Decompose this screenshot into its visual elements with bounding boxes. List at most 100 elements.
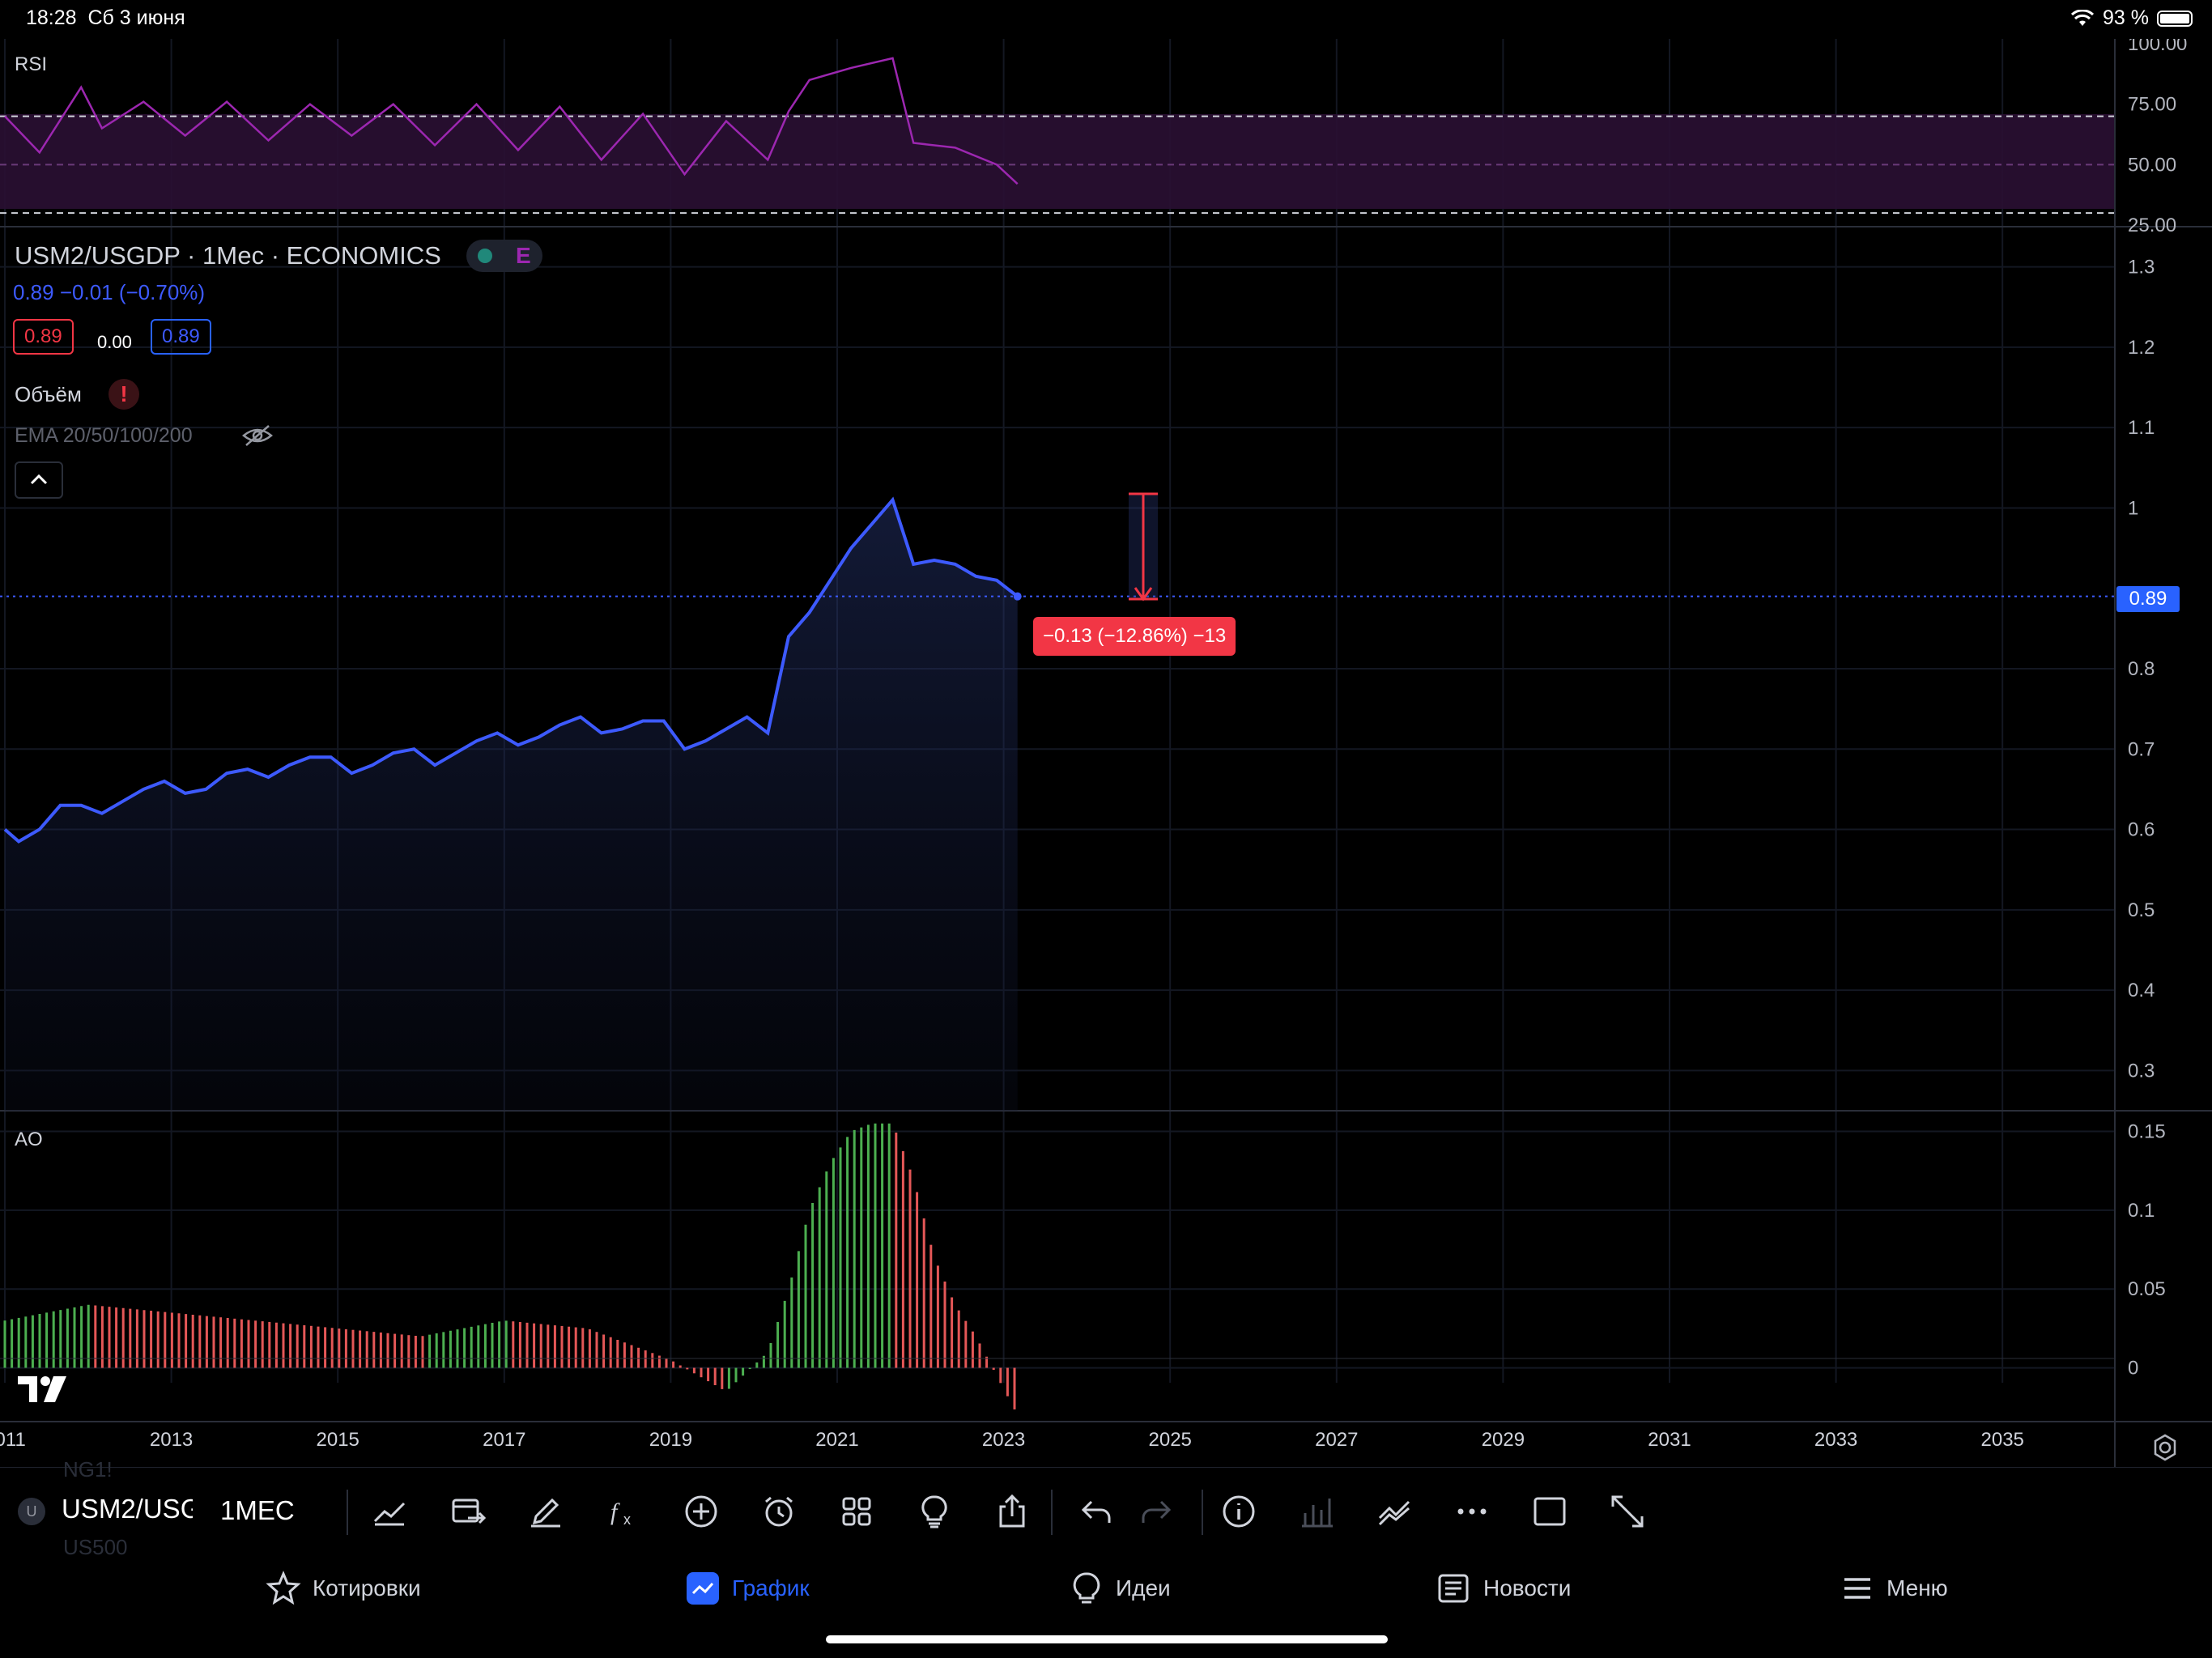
info-icon[interactable] xyxy=(1221,1494,1257,1529)
time-axis-tick: 2013 xyxy=(150,1429,193,1451)
ideas-bulb-icon[interactable] xyxy=(917,1494,952,1529)
chevron-up-icon xyxy=(30,474,48,485)
volume-warning-icon[interactable]: ! xyxy=(108,379,139,410)
time-axis-tick: 2019 xyxy=(649,1429,692,1451)
time-axis-tick: 2025 xyxy=(1149,1429,1192,1451)
buy-price-box[interactable]: 0.89 xyxy=(151,319,211,355)
toolbar-divider xyxy=(347,1490,348,1535)
fullscreen-square-icon[interactable] xyxy=(1532,1494,1568,1529)
time-axis-tick: 2023 xyxy=(982,1429,1025,1451)
ao-axis-tick: 0 xyxy=(2128,1358,2138,1380)
time-axis-tick: 2027 xyxy=(1315,1429,1358,1451)
tab-menu[interactable]: Меню xyxy=(1840,1571,1948,1606)
price-axis-tick: 1.3 xyxy=(2128,257,2155,278)
battery-percent: 93 % xyxy=(2103,6,2149,29)
last-price-dot xyxy=(1013,592,1022,601)
tab-quotes[interactable]: Котировки xyxy=(266,1571,421,1606)
toolbar-divider xyxy=(1202,1490,1203,1535)
ao-histogram xyxy=(3,1123,1016,1409)
undo-icon[interactable] xyxy=(1078,1494,1114,1529)
rsi-axis-tick: 50.00 xyxy=(2128,154,2176,176)
time-axis-tick: 2035 xyxy=(1981,1429,2024,1451)
ao-label[interactable]: AO xyxy=(15,1129,43,1150)
measure-arrow-head-icon xyxy=(1134,587,1153,602)
measure-tool[interactable] xyxy=(1129,492,1158,602)
price-axis-tick: 0.8 xyxy=(2128,658,2155,680)
symbol-avatar-icon[interactable]: U xyxy=(18,1498,45,1525)
ema-label[interactable]: EMA 20/50/100/200 xyxy=(15,424,193,447)
rsi-line xyxy=(4,57,1019,185)
time-axis-tick: 2017 xyxy=(483,1429,525,1451)
chart-icon xyxy=(687,1572,719,1605)
price-axis-tick: 0.6 xyxy=(2128,819,2155,841)
economic-badge: E xyxy=(515,243,531,268)
tab-menu-label: Меню xyxy=(1887,1575,1948,1601)
redo-icon[interactable] xyxy=(1138,1494,1174,1529)
more-icon[interactable] xyxy=(1454,1494,1490,1529)
tradingview-logo-icon[interactable] xyxy=(18,1375,70,1404)
time-axis-tick: 2033 xyxy=(1814,1429,1857,1451)
news-icon xyxy=(1438,1574,1469,1603)
market-open-dot-icon xyxy=(478,249,493,263)
svg-text:x: x xyxy=(623,1511,631,1528)
star-icon xyxy=(266,1571,301,1605)
price-axis-tick: 1.2 xyxy=(2128,337,2155,359)
volume-label[interactable]: Объём xyxy=(15,382,82,406)
home-indicator xyxy=(826,1635,1388,1643)
sell-price-box[interactable]: 0.89 xyxy=(13,319,74,355)
compare-date-icon[interactable] xyxy=(450,1494,486,1529)
time-axis-tick: 2021 xyxy=(815,1429,858,1451)
rsi-axis-tick: 75.00 xyxy=(2128,94,2176,116)
tab-chart[interactable]: График xyxy=(685,1571,810,1606)
trend-icon[interactable] xyxy=(1376,1494,1412,1529)
symbol-search-button[interactable]: USM2/USGDP xyxy=(62,1494,193,1524)
spread-value: 0.00 xyxy=(97,332,132,352)
time-axis-tick: 2011 xyxy=(0,1429,26,1451)
bottom-toolbar xyxy=(0,1467,2212,1554)
main-area-fill xyxy=(5,500,1018,1111)
status-bar: 18:28 Сб 3 июня 93 % xyxy=(0,0,2212,39)
market-status-pill[interactable]: E xyxy=(466,240,542,272)
time-axis-tick: 2029 xyxy=(1482,1429,1525,1451)
ao-axis-tick: 0.05 xyxy=(2128,1278,2166,1300)
drawing-pen-icon[interactable] xyxy=(528,1494,564,1529)
tab-news[interactable]: Новости xyxy=(1436,1571,1571,1606)
ghost-symbol-below: US500 xyxy=(63,1535,128,1559)
status-time-date: 18:28 Сб 3 июня xyxy=(26,6,185,29)
price-change: 0.89 −0.01 (−0.70%) xyxy=(13,280,206,304)
last-price-tag: 0.89 xyxy=(2116,586,2180,612)
gear-icon[interactable] xyxy=(2150,1433,2180,1462)
interval-button[interactable]: 1МЕС xyxy=(220,1495,295,1525)
layout-grid-icon[interactable] xyxy=(839,1494,874,1529)
battery-icon xyxy=(2157,10,2193,27)
time-axis-tick: 2031 xyxy=(1648,1429,1691,1451)
rsi-axis-tick: 25.00 xyxy=(2128,215,2176,236)
chart-area[interactable]: 1.3 1.2 1.1 1 0.8 0.7 0.6 0.5 0.4 0.3 100.00 75.00 5… xyxy=(0,39,2212,1467)
price-axis-tick: 1 xyxy=(2128,497,2138,519)
bulb-icon xyxy=(1073,1572,1100,1604)
time-axis-tick: 2015 xyxy=(317,1429,359,1451)
share-icon[interactable] xyxy=(994,1494,1030,1529)
price-axis-tick: 1.1 xyxy=(2128,417,2155,439)
chart-type-icon[interactable] xyxy=(372,1494,407,1529)
alert-clock-icon[interactable] xyxy=(761,1494,797,1529)
tab-ideas[interactable]: Идеи xyxy=(1069,1571,1171,1606)
status-right: 93 % xyxy=(2070,6,2193,30)
menu-icon xyxy=(1844,1578,1870,1599)
price-axis-tick: 0.7 xyxy=(2128,738,2155,760)
rsi-label[interactable]: RSI xyxy=(15,53,48,75)
symbol-title[interactable]: USM2/USGDP · 1Мес · ECONOMICS xyxy=(15,241,441,270)
tab-news-label: Новости xyxy=(1483,1575,1572,1601)
tab-quotes-label: Котировки xyxy=(313,1575,421,1601)
collapse-legend-button[interactable] xyxy=(15,461,63,499)
add-icon[interactable] xyxy=(683,1494,719,1529)
ao-axis-tick: 0.1 xyxy=(2128,1200,2155,1222)
bars-icon[interactable] xyxy=(1299,1494,1334,1529)
main-price-line xyxy=(3,496,1019,844)
eye-hidden-icon[interactable] xyxy=(241,423,274,449)
measure-tooltip: −0.13 (−12.86%) −13 xyxy=(1033,617,1236,656)
expand-icon[interactable] xyxy=(1610,1494,1645,1529)
tab-chart-label: График xyxy=(732,1575,810,1601)
price-axis-tick: 0.5 xyxy=(2128,899,2155,921)
